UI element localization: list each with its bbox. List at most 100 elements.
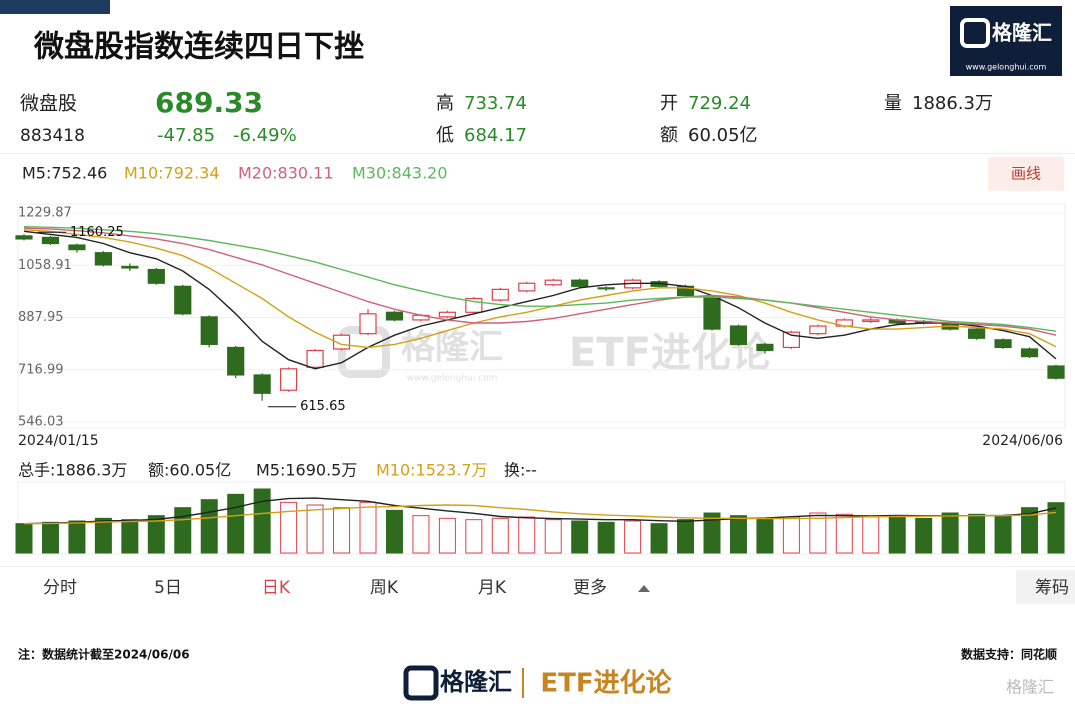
volume-legend: 换:-- (504, 461, 537, 480)
volume-bar (174, 507, 192, 554)
logo-icon (960, 18, 990, 48)
value: 60.05亿 (688, 125, 758, 146)
candle-body (968, 328, 986, 339)
volume-bar (147, 515, 165, 554)
draw-button-label[interactable]: 画线 (1011, 165, 1041, 183)
candle-body (253, 374, 271, 394)
volume-bar (200, 499, 218, 554)
candle-body (862, 319, 880, 323)
tab[interactable]: 分时 (43, 578, 77, 598)
x-start: 2024/01/15 (18, 433, 99, 449)
tab[interactable]: 5日 (154, 578, 182, 598)
tab[interactable]: 更多 (573, 578, 607, 598)
stock-name: 微盘股 (20, 93, 77, 115)
volume-bar (994, 515, 1012, 554)
candle-body (306, 349, 324, 368)
volume-bar (412, 515, 430, 554)
candle-body (41, 236, 60, 245)
volume-bar (756, 517, 774, 554)
volume-legend: M5:1690.5万 (256, 461, 357, 480)
y-tick-label: 1058.91 (18, 258, 72, 273)
footer-logo: 格隆汇 (440, 668, 512, 696)
volume-ma-line (23, 504, 1057, 525)
annotation: 615.65 (300, 399, 346, 414)
candle-body (280, 368, 298, 391)
label: 量 (884, 93, 902, 114)
volume-bar (1021, 507, 1039, 554)
divider (0, 566, 1075, 567)
candle-body (121, 265, 139, 269)
volume-bar (385, 509, 403, 554)
divider (0, 153, 1075, 154)
change-pct: -6.49% (233, 125, 297, 146)
volume-bar (491, 517, 509, 554)
value: 1886.3万 (912, 93, 993, 114)
volume-legend: 总手:1886.3万 (18, 461, 127, 480)
volume-bar (862, 516, 880, 554)
candle-body (385, 311, 404, 321)
volume-bar (465, 519, 483, 554)
draw-button[interactable] (988, 157, 1064, 191)
tab[interactable]: 日K (262, 578, 291, 598)
value: 729.24 (688, 93, 751, 114)
candle-body (68, 244, 86, 251)
top-tab (0, 0, 110, 14)
candle-body (809, 325, 827, 335)
volume-legend: M10:1523.7万 (376, 461, 488, 480)
price: 689.33 (155, 86, 263, 119)
volume-bar (438, 517, 456, 554)
volume-bar (941, 512, 959, 554)
volume-bar (782, 516, 800, 554)
volume-bar (68, 520, 86, 554)
footer-brand: ETF进化论 (540, 669, 672, 699)
volume-bar (835, 513, 853, 554)
watermark-logo: 格隆汇 (401, 328, 503, 368)
candle-body (1020, 348, 1039, 358)
watermark-url: www.gelonghui.com (407, 374, 498, 384)
volume-bar (915, 517, 933, 554)
volume-bar (280, 501, 298, 554)
annotation: 1160.25 (70, 225, 124, 240)
volume-bar (359, 501, 377, 554)
volume-bar (650, 523, 668, 554)
ma-legend: M20:830.11 (238, 164, 334, 183)
footer-sep (522, 668, 524, 698)
plot-frame (17, 203, 1066, 429)
volume-bar (227, 493, 245, 554)
candle-body (518, 282, 536, 292)
volume-bar (677, 519, 695, 554)
candle-body (94, 252, 112, 266)
candle-body (438, 311, 456, 318)
footer-logo-icon (403, 665, 439, 701)
ma-line (23, 226, 1057, 332)
logo-text: 格隆汇 (992, 21, 1052, 45)
tab[interactable]: 月K (478, 578, 507, 598)
x-end: 2024/06/06 (982, 433, 1063, 449)
volume-bar (968, 513, 986, 554)
chips-tab[interactable]: 筹码 (1035, 578, 1069, 598)
volume-bar (544, 519, 562, 554)
volume-bar (253, 488, 271, 554)
logo-box (950, 6, 1062, 76)
candle-body (200, 316, 218, 345)
change: -47.85 (157, 125, 215, 146)
candle-body (147, 268, 165, 284)
y-tick-label: 546.03 (18, 415, 64, 430)
label: 低 (436, 125, 454, 146)
candle-body (756, 343, 774, 352)
candle-body (544, 279, 562, 286)
chips-tab-bg[interactable] (1016, 570, 1075, 604)
stock-code: 883418 (20, 126, 85, 146)
candle-body (227, 346, 245, 376)
candle-body (359, 313, 377, 335)
volume-bar (571, 520, 589, 554)
volume-bar (1047, 502, 1065, 554)
ma-line (23, 229, 1057, 349)
volume-bar (624, 520, 642, 554)
ma-line (23, 230, 1057, 370)
value: 684.17 (464, 125, 527, 146)
tab[interactable]: 周K (370, 578, 399, 598)
